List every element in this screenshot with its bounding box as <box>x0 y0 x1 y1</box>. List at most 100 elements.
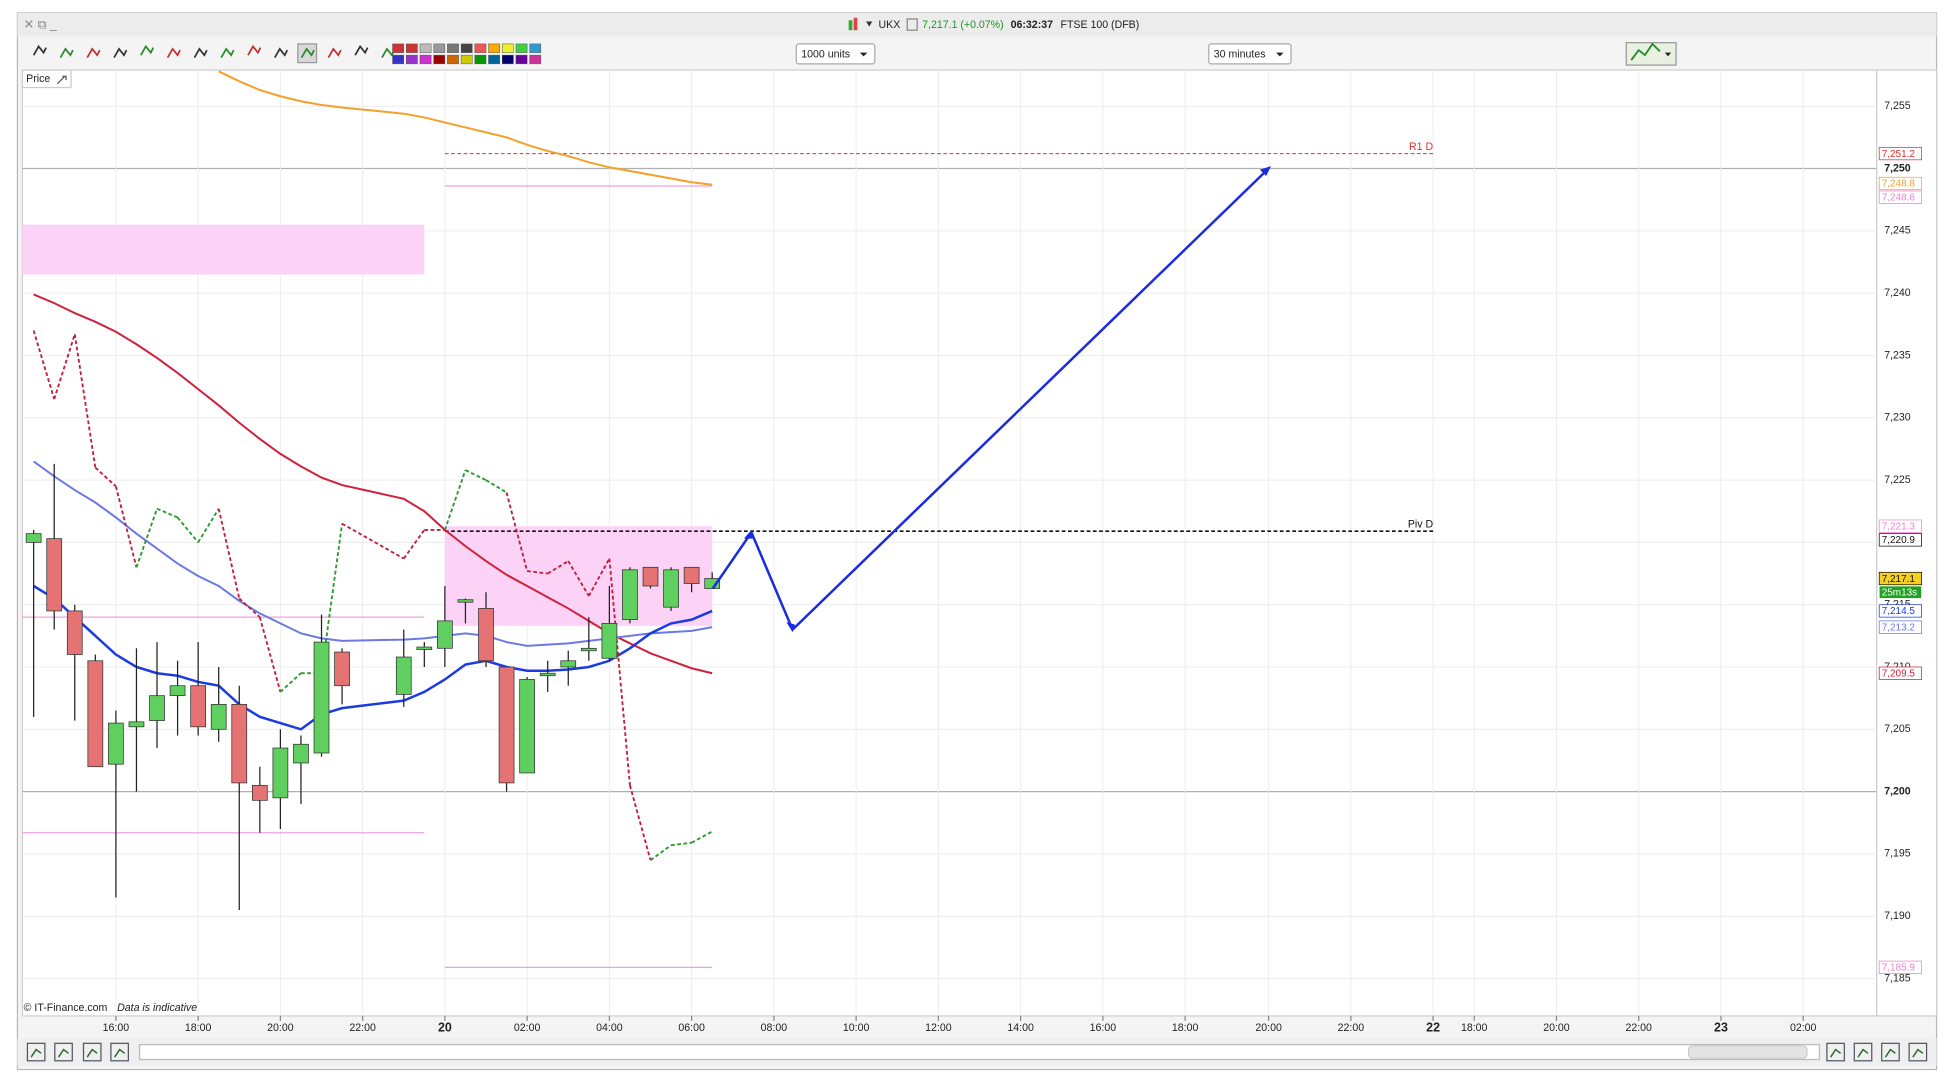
candle-body <box>580 647 597 652</box>
trail-segment <box>485 479 508 494</box>
trail-segment <box>608 558 631 786</box>
price-tag-box <box>1878 190 1922 204</box>
color-swatch[interactable] <box>406 54 418 65</box>
bottom-button[interactable] <box>26 1042 46 1062</box>
x-tick-label: 20:00 <box>1543 1022 1570 1034</box>
bottom-icon <box>30 1048 42 1058</box>
x-tick-label: 06:00 <box>678 1022 705 1034</box>
color-swatch[interactable] <box>501 43 514 53</box>
color-swatch[interactable] <box>419 54 432 65</box>
color-swatch[interactable] <box>529 43 542 53</box>
bottom-button[interactable] <box>1853 1042 1873 1062</box>
trail-segment <box>547 560 569 575</box>
candle-body <box>519 679 535 774</box>
x-tick-label: 22:00 <box>1338 1022 1365 1034</box>
color-swatch[interactable] <box>515 43 528 53</box>
candle-body <box>437 620 453 649</box>
candle-body <box>416 646 433 650</box>
tool-icon <box>327 47 342 59</box>
scroll-thumb[interactable] <box>1687 1045 1808 1059</box>
candle-body <box>149 695 165 721</box>
y-tick-label: 7,185 <box>1884 972 1911 984</box>
bottom-button[interactable] <box>110 1042 129 1062</box>
color-swatch[interactable] <box>447 54 459 65</box>
color-swatch[interactable] <box>460 43 473 53</box>
trail-segment <box>114 486 138 568</box>
tool-icon <box>113 47 128 59</box>
bottom-icon <box>57 1048 69 1058</box>
x-tick-label: 23 <box>1714 1021 1728 1035</box>
copyright: © IT-Finance.com <box>24 1002 108 1014</box>
x-tick-label: 12:00 <box>925 1022 952 1034</box>
candle-body <box>293 743 309 764</box>
color-swatch[interactable] <box>419 43 432 53</box>
price-tag: 7,220.9 <box>1882 535 1916 546</box>
trail-segment <box>32 330 56 400</box>
color-swatch[interactable] <box>474 54 487 65</box>
scrollbar[interactable] <box>138 1043 1821 1061</box>
tool-button[interactable] <box>297 43 318 64</box>
bottom-button[interactable] <box>82 1042 102 1062</box>
candle-body <box>560 660 577 668</box>
color-swatch[interactable] <box>474 43 487 53</box>
color-swatch[interactable] <box>406 43 418 53</box>
color-swatch[interactable] <box>488 54 500 65</box>
color-swatch[interactable] <box>515 54 528 65</box>
trail-segment <box>341 522 405 560</box>
indicator-line <box>218 70 713 186</box>
price-tag: 7,221.3 <box>1882 521 1916 532</box>
candle-body <box>46 538 63 612</box>
bottom-button[interactable] <box>1826 1042 1845 1062</box>
price-tag: 7,214.5 <box>1882 606 1916 617</box>
bottom-button[interactable] <box>1881 1042 1900 1062</box>
price-tag-box <box>1878 176 1922 191</box>
tool-icon <box>140 44 155 56</box>
price-tag-box <box>1878 620 1922 634</box>
panel-label-box <box>21 69 72 89</box>
trail-segment <box>94 466 117 487</box>
x-tick-label: 22:00 <box>349 1022 376 1034</box>
x-tick-label: 20 <box>438 1021 452 1035</box>
price-tag: 7,209.5 <box>1882 668 1916 679</box>
header-icon <box>848 17 918 31</box>
candle-body <box>395 656 412 695</box>
dropdown-arrow <box>859 52 868 57</box>
color-swatch[interactable] <box>501 54 514 65</box>
color-swatch[interactable] <box>529 54 542 65</box>
window-controls[interactable]: ✕ ⧉ _ <box>24 18 58 32</box>
x-tick-label: 18:00 <box>1461 1022 1488 1034</box>
candle-body <box>622 569 638 621</box>
trail-segment <box>197 508 220 543</box>
y-tick-label: 7,235 <box>1884 349 1911 361</box>
color-swatch[interactable] <box>433 54 446 65</box>
color-swatch[interactable] <box>488 43 500 53</box>
color-swatch[interactable] <box>392 54 405 65</box>
tool-icon <box>166 47 181 59</box>
trail-segment <box>156 507 178 519</box>
tool-icon <box>247 44 262 56</box>
interval-dropdown[interactable] <box>1208 43 1292 65</box>
color-swatch[interactable] <box>447 43 459 53</box>
bottom-button[interactable] <box>54 1042 73 1062</box>
color-swatch[interactable] <box>460 54 473 65</box>
price-tag-box <box>1878 571 1922 586</box>
units-dropdown[interactable] <box>795 43 876 65</box>
tool-icon <box>274 47 289 59</box>
candle-body <box>683 566 700 584</box>
trail-segment <box>73 334 97 468</box>
price-tag: 7,213.2 <box>1882 622 1916 633</box>
trail-segment <box>567 560 590 597</box>
candle-body <box>251 785 268 801</box>
color-swatch[interactable] <box>392 43 405 53</box>
tool-icon <box>300 47 315 59</box>
price-tag-box <box>1878 604 1922 618</box>
candle-body <box>539 672 556 677</box>
chart-type-button[interactable] <box>1625 42 1677 66</box>
color-swatch[interactable] <box>433 43 446 53</box>
wrench-icon[interactable] <box>56 75 67 85</box>
candle-body <box>128 721 145 728</box>
candle-body <box>87 660 104 768</box>
x-tick-label: 10:00 <box>843 1022 870 1034</box>
x-tick-label: 20:00 <box>1255 1022 1282 1034</box>
bottom-button[interactable] <box>1908 1042 1928 1062</box>
